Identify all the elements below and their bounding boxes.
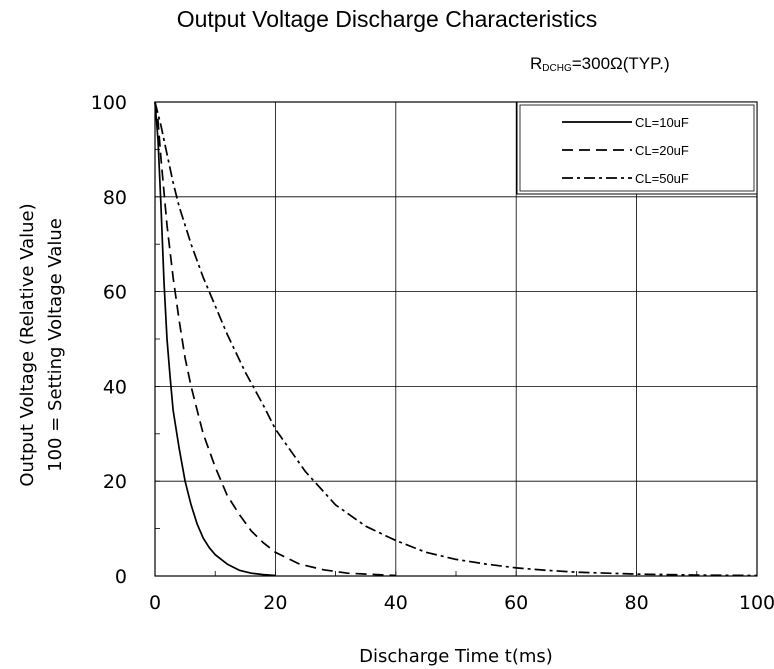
y-tick-label-2: 40 bbox=[103, 376, 127, 398]
condition-value: =300Ω(TYP.) bbox=[571, 54, 670, 73]
legend-label-3: CL=50uF bbox=[635, 171, 689, 186]
y-tick-label-4: 80 bbox=[103, 187, 127, 209]
series-line-1 bbox=[154, 101, 276, 577]
y-tick-label-0: 0 bbox=[115, 566, 127, 588]
legend-box-inner bbox=[519, 104, 755, 192]
legend-box bbox=[516, 101, 758, 195]
x-tick-labels: 0 20 40 60 80 100 bbox=[149, 592, 774, 614]
series-lines bbox=[154, 101, 758, 577]
x-tick-label-3: 60 bbox=[504, 592, 528, 614]
legend-label-2: CL=20uF bbox=[635, 143, 689, 158]
legend: CL=10uF CL=20uF CL=50uF bbox=[516, 101, 758, 195]
x-tick-label-0: 0 bbox=[149, 592, 161, 614]
legend-label-1: CL=10uF bbox=[635, 115, 689, 130]
x-tick-label-2: 40 bbox=[384, 592, 408, 614]
x-axis-label: Discharge Time t(ms) bbox=[359, 646, 553, 667]
condition-label: RDCHG=300Ω(TYP.) bbox=[530, 54, 670, 74]
plot-frame bbox=[154, 101, 758, 577]
x-tick-label-4: 80 bbox=[625, 592, 649, 614]
series-line-2 bbox=[154, 101, 396, 577]
y-axis-label-line2: 100 = Setting Voltage Value bbox=[45, 218, 66, 472]
y-tick-label-5: 100 bbox=[91, 92, 127, 114]
y-tick-label-3: 60 bbox=[103, 282, 127, 304]
condition-r: R bbox=[530, 54, 543, 73]
y-tick-labels: 0 20 40 60 80 100 bbox=[91, 92, 127, 588]
chart-title: Output Voltage Discharge Characteristics bbox=[176, 6, 598, 32]
y-axis-label-line1: Output Voltage (Relative Value) bbox=[17, 203, 38, 486]
condition-subscript: DCHG bbox=[542, 63, 572, 74]
y-tick-label-1: 20 bbox=[103, 471, 127, 493]
series-line-3 bbox=[154, 101, 758, 577]
x-tick-label-1: 20 bbox=[263, 592, 287, 614]
x-tick-label-5: 100 bbox=[739, 592, 774, 614]
